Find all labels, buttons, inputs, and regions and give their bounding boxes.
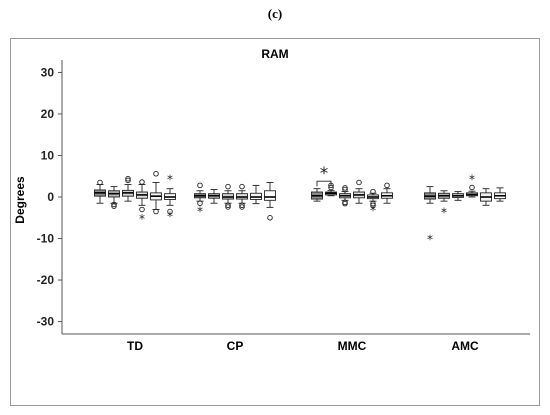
- significance-star: *: [320, 164, 329, 184]
- outlier-circle: [370, 202, 376, 209]
- box-plot-cp-4: [236, 183, 248, 210]
- box-plot-td-4: *: [136, 179, 148, 226]
- outlier-circle: [239, 202, 245, 209]
- outlier-circle: [342, 200, 348, 207]
- outlier-circle: [239, 204, 245, 210]
- outlier-circle: [239, 183, 245, 190]
- box-plot-td-6: **: [164, 172, 176, 224]
- outlier-circle: [139, 206, 145, 213]
- x-group-label: TD: [127, 339, 143, 353]
- y-tick-label: 10: [41, 148, 55, 162]
- outlier-star: *: [370, 203, 376, 217]
- y-tick-label: 30: [41, 65, 55, 79]
- box-plot-cp-6: [264, 182, 276, 221]
- chart-frame: [10, 38, 540, 406]
- outlier-circle: [469, 184, 475, 191]
- outlier-star: *: [167, 210, 173, 224]
- y-tick-label: -20: [37, 273, 55, 287]
- box-plot-td-5: [150, 171, 162, 215]
- outlier-circle: [370, 188, 376, 195]
- box-plot-cp-5: [250, 184, 262, 205]
- outlier-circle: [97, 179, 103, 186]
- outlier-circle: [111, 203, 117, 209]
- x-group-label: CP: [227, 339, 244, 353]
- outlier-circle: [125, 175, 131, 182]
- y-tick-label: 0: [47, 190, 54, 204]
- outlier-circle: [153, 171, 159, 177]
- box-plot-cp-2: [208, 189, 220, 204]
- y-axis-title: Degrees: [13, 176, 27, 224]
- box-plot-cp-3: [222, 183, 234, 210]
- outlier-circle: [356, 179, 362, 186]
- box-plot-mmc-5: *: [367, 188, 379, 217]
- box-plot-mmc-3: [339, 185, 351, 207]
- box-plot-amc-2: *: [438, 190, 450, 220]
- box-plot-amc-1: *: [424, 186, 436, 247]
- box-plot-amc-5: [480, 188, 492, 206]
- y-tick-label: 20: [41, 107, 55, 121]
- box-plot-td-1: [94, 179, 106, 204]
- annotations: *: [316, 164, 332, 187]
- box-plot-td-2: [108, 186, 120, 209]
- outlier-star: *: [441, 206, 447, 220]
- outlier-star: *: [139, 212, 145, 226]
- box-series: *** * ****: [94, 171, 506, 247]
- figure-panel-label: (c): [267, 6, 283, 21]
- outlier-circle: [370, 200, 376, 207]
- outlier-star: *: [197, 204, 203, 218]
- box-plot-mmc-1: [311, 188, 323, 202]
- significance-bracket: [316, 180, 332, 187]
- y-tick-label: -30: [37, 315, 55, 329]
- outlier-circle: [342, 185, 348, 191]
- box-body: [264, 190, 276, 201]
- outlier-circle: [225, 204, 231, 210]
- outlier-circle: [125, 177, 131, 184]
- outlier-circle: [197, 200, 203, 206]
- outlier-circle: [153, 208, 159, 215]
- outlier-circle: [111, 201, 117, 208]
- x-group-label: AMC: [451, 339, 479, 353]
- y-tick-label: -10: [37, 232, 55, 246]
- outlier-circle: [225, 202, 231, 209]
- outlier-circle: [225, 183, 231, 190]
- axes: 30 20 10 0 -10 -20 -30 TD CP MMC AMC: [37, 60, 530, 353]
- outlier-circle: [267, 215, 273, 221]
- outlier-circle: [139, 179, 145, 185]
- outlier-circle: [384, 182, 390, 189]
- box-plot-mmc-4: [353, 179, 365, 204]
- outlier-star: *: [427, 233, 433, 247]
- box-plot-amc-4: *: [466, 172, 478, 198]
- box-plot-td-3: [122, 175, 134, 202]
- box-plot-amc-3: [452, 191, 464, 201]
- outlier-circle: [167, 208, 173, 215]
- box-plot-amc-6: [494, 187, 506, 202]
- x-group-label: MMC: [338, 339, 367, 353]
- chart-title: RAM: [261, 47, 288, 61]
- outlier-circle: [197, 182, 203, 189]
- outlier-star: *: [167, 172, 173, 186]
- box-plot-mmc-6: [381, 182, 393, 204]
- outlier-circle: [342, 186, 348, 193]
- box-plot-cp-1: *: [194, 182, 206, 218]
- outlier-star: *: [469, 172, 475, 186]
